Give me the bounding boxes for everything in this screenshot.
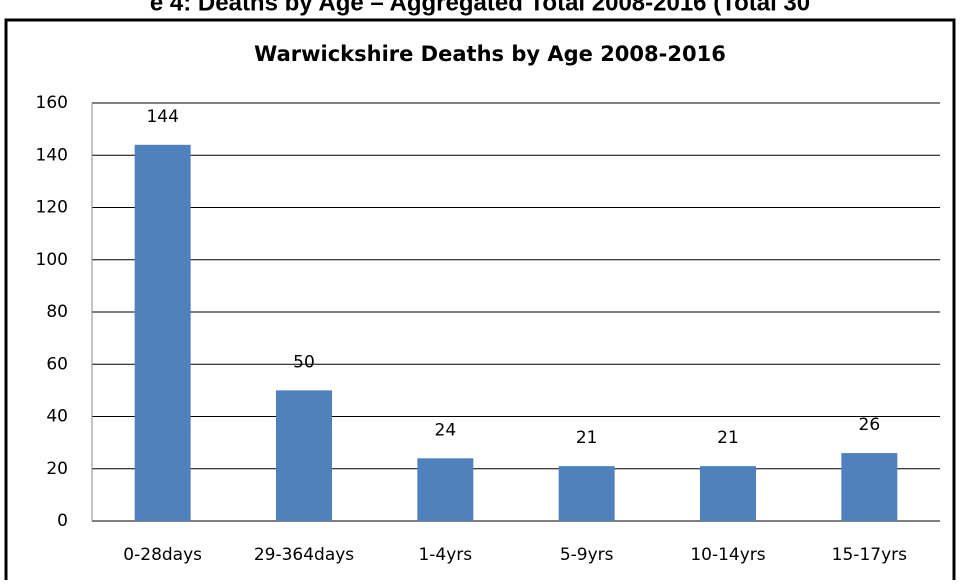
data-label: 24 (435, 420, 457, 440)
y-tick-label: 80 (46, 302, 68, 322)
data-label: 144 (146, 107, 178, 127)
bar (276, 390, 332, 521)
x-tick-label: 1-4yrs (418, 545, 472, 565)
y-tick-label: 20 (46, 459, 68, 479)
y-tick-label: 0 (57, 511, 68, 531)
page-heading: e 4: Deaths by Age – Aggregated Total 20… (150, 0, 810, 16)
y-tick-label: 60 (46, 354, 68, 374)
bar (417, 458, 474, 521)
y-tick-label: 40 (46, 407, 68, 427)
data-label: 21 (576, 428, 598, 448)
x-tick-label: 0-28days (123, 545, 202, 565)
y-tick-label: 100 (36, 250, 68, 270)
x-tick-label: 10-14yrs (690, 545, 765, 565)
bar (134, 144, 191, 522)
bar (558, 466, 615, 521)
chart-title: Warwickshire Deaths by Age 2008-2016 (254, 42, 726, 66)
y-tick-label: 160 (36, 93, 68, 113)
y-tick-label: 120 (36, 198, 68, 218)
x-tick-label: 15-17yrs (832, 545, 907, 565)
x-tick-label: 5-9yrs (560, 545, 614, 565)
x-tick-label: 29-364days (254, 545, 354, 565)
y-tick-label: 140 (36, 145, 68, 165)
data-label: 26 (859, 415, 881, 435)
bar (841, 453, 898, 521)
data-label: 21 (717, 428, 739, 448)
data-label: 50 (293, 352, 315, 372)
bar (700, 466, 756, 521)
